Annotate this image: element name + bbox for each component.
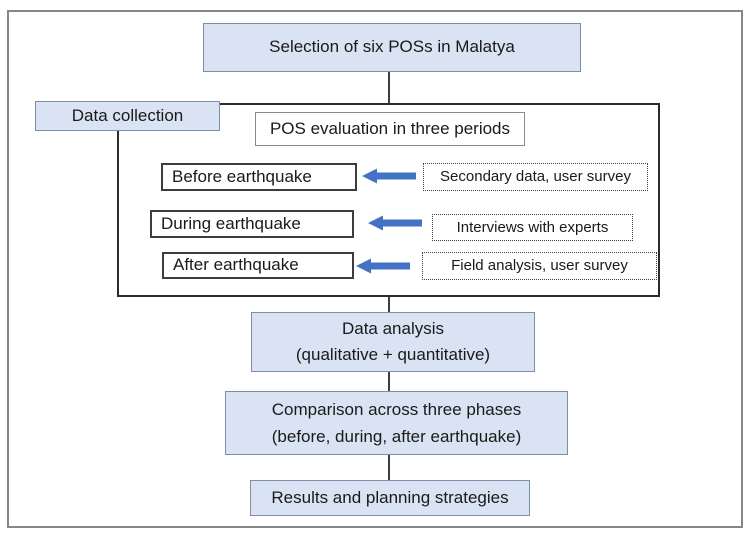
evaluation-container: [117, 103, 660, 297]
node-results: Results and planning strategies: [250, 480, 530, 516]
arrow-left-icon: [368, 215, 422, 231]
arrow-left-icon: [356, 258, 410, 274]
node-data-collection: Data collection: [35, 101, 220, 131]
arrow-left-shape: [362, 168, 416, 184]
node-comparison-line2: (before, during, after earthquake): [271, 427, 522, 446]
node-field-analysis-label: Field analysis, user survey: [451, 257, 628, 274]
node-data-analysis-line2: (qualitative + quantitative): [295, 345, 491, 364]
connector-comparison-to-results: [388, 455, 390, 480]
node-before-earthquake-label: Before earthquake: [172, 166, 312, 186]
connector-evaluation-to-analysis: [388, 297, 390, 312]
node-data-analysis: Data analysis (qualitative + quantitativ…: [251, 312, 535, 372]
node-pos-evaluation: POS evaluation in three periods: [255, 112, 525, 146]
diagram-frame: [7, 10, 743, 528]
node-data-collection-label: Data collection: [71, 105, 184, 125]
node-selection: Selection of six POSs in Malatya: [203, 23, 581, 72]
node-interviews: Interviews with experts: [432, 214, 633, 241]
node-after-earthquake-label: After earthquake: [173, 255, 299, 275]
node-secondary-data-label: Secondary data, user survey: [440, 168, 631, 185]
node-pos-evaluation-label: POS evaluation in three periods: [269, 118, 511, 138]
node-during-earthquake-label: During earthquake: [161, 213, 301, 233]
arrow-left-shape: [368, 215, 422, 231]
node-during-earthquake: During earthquake: [150, 210, 354, 238]
node-before-earthquake: Before earthquake: [161, 163, 357, 191]
node-comparison-line1: Comparison across three phases: [271, 400, 522, 419]
node-field-analysis: Field analysis, user survey: [422, 252, 657, 280]
connector-selection-to-evaluation: [388, 72, 390, 103]
node-comparison: Comparison across three phases (before, …: [225, 391, 568, 455]
node-after-earthquake: After earthquake: [162, 252, 354, 279]
arrow-left-shape: [356, 258, 410, 274]
node-secondary-data: Secondary data, user survey: [423, 163, 648, 191]
arrow-left-icon: [362, 168, 416, 184]
connector-analysis-to-comparison: [388, 372, 390, 391]
node-selection-label: Selection of six POSs in Malatya: [269, 37, 515, 57]
node-data-analysis-line1: Data analysis: [341, 319, 445, 338]
node-results-label: Results and planning strategies: [271, 487, 509, 507]
node-interviews-label: Interviews with experts: [456, 218, 609, 236]
